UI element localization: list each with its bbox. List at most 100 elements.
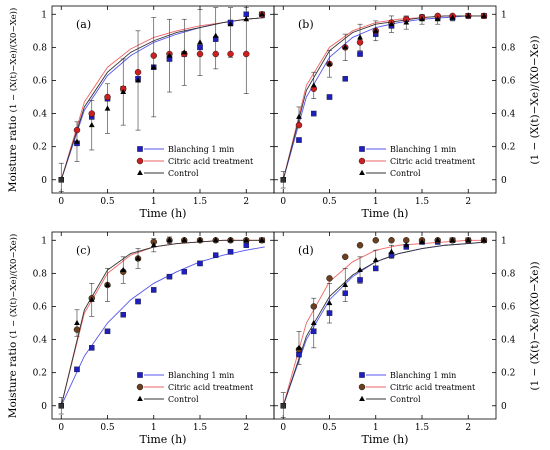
data-point-origin	[58, 177, 65, 183]
legend-entry: Control	[390, 395, 421, 404]
data-point-0	[197, 260, 203, 267]
y-tick-label: 1	[501, 236, 507, 246]
x-tick-label: 2	[243, 197, 249, 207]
data-point-0	[120, 311, 126, 318]
data-point-0	[311, 328, 317, 335]
legend-entry: Citric acid treatment	[390, 157, 476, 166]
y-tick-label: 1	[41, 236, 47, 246]
data-point-2	[259, 237, 265, 243]
data-point-2	[326, 60, 333, 66]
data-point-1	[88, 110, 95, 117]
data-point-0	[104, 328, 111, 335]
y-axis-title-right-bottom: (1 − (X(t)−Xe)/(X0−Xe))	[529, 261, 541, 390]
legend-marker	[358, 383, 366, 391]
y-axis-label-left-bottom: Moisture ratio (1 − (X(t)−Xe)/(X0−Xe))	[7, 234, 19, 419]
data-point-2	[243, 237, 250, 243]
y-tick-label: 0.8	[33, 43, 48, 53]
data-point-2	[434, 16, 441, 22]
y-tick-label: 0	[501, 176, 507, 186]
data-point-0	[89, 345, 95, 351]
data-point-2	[296, 344, 302, 350]
panel-2: 0 0.5 1 1.5 2 Time (h) 0 0.2 0.4 0.6 0.8 1 (c) Blanch…	[33, 231, 275, 446]
legend-entry: Citric acid treatment	[168, 157, 254, 166]
x-tick-label: 1.5	[415, 197, 430, 207]
data-point-2	[481, 237, 487, 243]
legend-entry: Blanching 1 min	[390, 371, 456, 380]
legend-entry: Citric acid treatment	[168, 383, 254, 392]
legend-entry: Blanching 1 min	[390, 145, 456, 154]
y-tick-label: 1	[501, 10, 507, 20]
panel-frame	[273, 5, 497, 194]
x-tick-label: 1.5	[193, 423, 208, 433]
data-point-2	[419, 16, 425, 22]
data-point-2	[342, 44, 349, 50]
data-point-2	[197, 39, 203, 45]
y-tick-label: 0.4	[501, 110, 516, 120]
y-tick-label: 0.4	[33, 336, 48, 346]
y-tick-label: 0.2	[501, 369, 515, 379]
data-point-0	[296, 137, 302, 143]
legend-marker	[359, 395, 365, 401]
y-tick-label: 0	[501, 402, 507, 412]
data-point-2	[296, 113, 302, 119]
y-axis-title-right-top: (1 − (X(t)−Xe)/(X0−Xe))	[529, 35, 541, 164]
data-point-2	[372, 256, 379, 263]
y-axis-label-right-top: (1 − (X(t)−Xe)/(X0−Xe))	[529, 35, 541, 164]
legend-marker	[136, 383, 144, 391]
legend: Blanching 1 min Citric acid treatment Cont…	[136, 371, 254, 404]
y-tick-label: 0.6	[33, 76, 48, 86]
data-point-2	[243, 16, 250, 22]
x-axis-title: Time (h)	[140, 433, 187, 446]
data-point-2	[150, 64, 157, 70]
data-point-0	[311, 110, 317, 117]
data-point-1	[372, 237, 379, 244]
data-point-0	[150, 287, 157, 293]
data-point-1	[388, 237, 395, 244]
legend-marker	[137, 146, 143, 152]
panel-label: (d)	[298, 244, 314, 257]
data-point-0	[326, 310, 333, 316]
chart-panels: 0 0.5 1 1.5 2 Time (h) 0 0.2 0.4 0.6 0.8 1 (a) Blanch…	[33, 5, 516, 446]
data-point-origin	[58, 403, 65, 409]
x-tick-label: 0.5	[322, 423, 337, 433]
data-point-1	[196, 50, 204, 58]
data-point-2	[212, 237, 219, 243]
data-point-2	[465, 237, 472, 243]
y-tick-label: 0	[41, 402, 47, 412]
y-tick-label: 0.2	[33, 143, 47, 153]
legend-marker	[137, 372, 143, 378]
data-point-2	[135, 255, 141, 261]
data-point-origin	[280, 177, 286, 183]
data-point-2	[88, 121, 95, 128]
data-point-2	[197, 237, 203, 243]
legend-marker	[359, 372, 365, 378]
x-tick-label: 0.5	[322, 197, 337, 207]
x-tick-label: 2	[243, 423, 249, 433]
data-point-2	[326, 299, 333, 306]
legend: Blanching 1 min Citric acid treatment Cont…	[358, 145, 476, 178]
legend-entry: Control	[390, 169, 421, 178]
data-point-2	[166, 52, 173, 58]
fit-curve-2	[60, 239, 265, 406]
data-point-2	[227, 21, 234, 27]
data-point-2	[403, 242, 410, 248]
legend-entry: Citric acid treatment	[390, 383, 476, 392]
data-point-2	[310, 82, 317, 88]
data-point-2	[181, 237, 188, 243]
data-point-1	[150, 52, 157, 59]
data-point-2	[120, 266, 127, 273]
data-point-origin	[280, 403, 286, 409]
panel-1: 0 0.5 1 1.5 2 Time (h) 0 0.2 0.4 0.6 0.8 1 (b) Blanch…	[273, 5, 516, 220]
data-point-0	[166, 273, 173, 280]
x-tick-label: 1	[373, 197, 379, 207]
x-tick-label: 1	[151, 423, 157, 433]
y-tick-label: 0.6	[501, 76, 516, 86]
legend: Blanching 1 min Citric acid treatment Cont…	[358, 371, 476, 404]
x-tick-label: 2	[465, 423, 471, 433]
data-point-2	[449, 237, 456, 243]
data-point-0	[357, 277, 363, 283]
data-point-2	[342, 281, 349, 287]
y-tick-label: 0.6	[33, 302, 48, 312]
x-tick-label: 2	[465, 197, 471, 207]
data-point-1	[295, 121, 303, 129]
